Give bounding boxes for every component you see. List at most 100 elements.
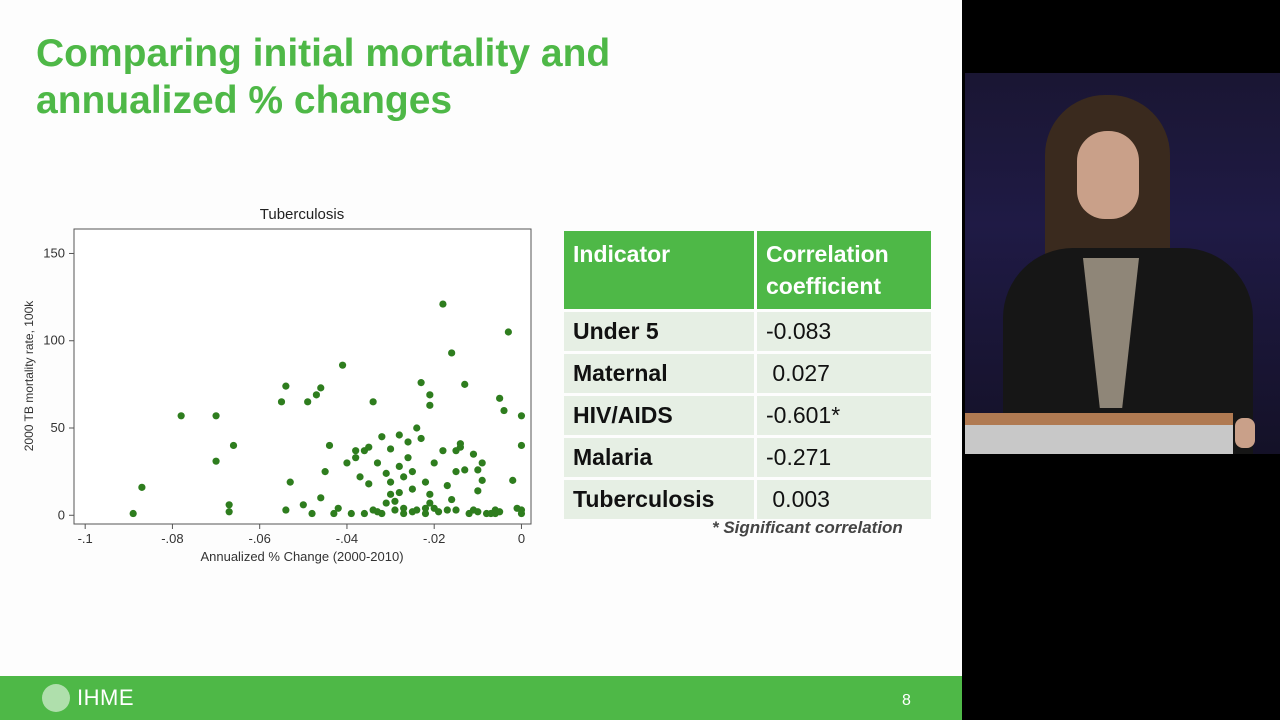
data-point xyxy=(452,506,460,514)
data-point xyxy=(395,488,403,497)
speaker-hand xyxy=(1235,418,1255,448)
plot-area xyxy=(73,228,532,525)
data-point xyxy=(356,473,364,481)
data-point xyxy=(352,454,360,462)
data-point xyxy=(286,478,294,486)
x-axis: -.1 -.08 -.06 -.04 -.02 0 xyxy=(78,524,525,546)
data-point xyxy=(212,457,220,465)
data-point xyxy=(365,443,373,451)
data-point xyxy=(417,434,425,443)
data-point xyxy=(330,509,338,518)
data-point xyxy=(138,483,146,491)
data-point xyxy=(496,394,504,402)
data-point xyxy=(382,469,390,477)
data-point xyxy=(408,485,416,493)
data-point xyxy=(421,509,430,518)
data-point xyxy=(448,495,456,504)
slide-footer: IHME 8 xyxy=(0,676,962,720)
data-point xyxy=(421,504,430,512)
coefficient-cell: -0.271 xyxy=(757,438,931,477)
data-point xyxy=(426,401,434,409)
data-point xyxy=(434,508,443,516)
data-point xyxy=(443,482,451,490)
data-point xyxy=(365,480,373,488)
data-point xyxy=(400,509,408,518)
table-row: Malaria -0.271 xyxy=(564,438,931,477)
data-point xyxy=(312,391,321,399)
y-tick-label: 0 xyxy=(58,507,65,522)
x-tick-label: -.02 xyxy=(423,531,445,546)
x-tick-label: -.06 xyxy=(248,531,270,546)
coefficient-cell: 0.027 xyxy=(757,354,931,393)
data-point xyxy=(282,382,290,390)
data-point xyxy=(404,438,412,446)
indicator-cell: Maternal xyxy=(564,354,757,393)
data-point xyxy=(360,509,368,518)
data-point xyxy=(426,391,434,399)
y-tick-label: 150 xyxy=(43,245,65,260)
coefficient-cell: -0.601* xyxy=(757,396,931,435)
table-row: Under 5 -0.083 xyxy=(564,312,931,351)
speaker-face xyxy=(1077,131,1139,219)
data-point xyxy=(413,424,421,432)
data-point xyxy=(391,506,399,514)
indicator-cell: Under 5 xyxy=(564,312,757,351)
data-point xyxy=(461,380,469,388)
data-point xyxy=(504,328,512,336)
data-point xyxy=(461,466,469,474)
data-point xyxy=(395,462,403,471)
data-point xyxy=(282,506,290,514)
data-point xyxy=(299,501,307,509)
data-point xyxy=(386,478,395,486)
data-point xyxy=(421,478,430,486)
data-point xyxy=(129,509,137,518)
y-axis: 0 50 100 150 xyxy=(43,245,74,522)
data-point xyxy=(452,468,460,476)
data-point xyxy=(229,441,238,450)
ihme-logo-icon xyxy=(42,684,70,712)
indicator-cell: Tuberculosis xyxy=(564,480,757,519)
data-point xyxy=(378,509,386,518)
chart-title: Tuberculosis xyxy=(260,206,344,223)
data-point xyxy=(448,349,456,357)
data-point xyxy=(386,490,395,498)
data-point xyxy=(212,412,220,420)
data-point xyxy=(325,441,334,450)
data-point xyxy=(400,504,408,512)
data-point xyxy=(509,476,517,484)
table-header-row: Indicator Correlation coefficient xyxy=(564,231,931,309)
data-point xyxy=(478,459,486,467)
data-point xyxy=(517,441,526,450)
header-indicator: Indicator xyxy=(564,231,757,309)
data-point xyxy=(439,300,447,308)
data-point xyxy=(378,433,386,441)
data-point xyxy=(469,450,478,458)
data-point xyxy=(500,406,508,415)
data-point xyxy=(474,466,482,474)
data-point xyxy=(517,506,526,514)
data-point xyxy=(343,459,351,467)
data-point xyxy=(517,412,526,420)
data-point xyxy=(321,468,329,476)
indicator-cell: Malaria xyxy=(564,438,757,477)
data-point xyxy=(426,499,434,507)
data-point xyxy=(395,431,403,439)
slide-title-line1: Comparing initial mortality and xyxy=(36,32,611,75)
y-axis-label: 2000 TB mortality rate, 100k xyxy=(22,300,36,452)
data-point xyxy=(474,487,482,495)
data-point xyxy=(386,445,395,453)
table-row: Maternal 0.027 xyxy=(564,354,931,393)
data-point xyxy=(225,508,233,516)
data-point xyxy=(408,468,416,476)
y-tick-label: 100 xyxy=(43,333,65,348)
data-point xyxy=(400,473,408,481)
data-point xyxy=(317,384,325,392)
x-tick-label: 0 xyxy=(518,531,525,546)
data-point xyxy=(413,506,421,514)
data-point xyxy=(177,412,185,420)
data-point xyxy=(443,506,451,514)
data-point xyxy=(317,494,325,502)
speaker-video xyxy=(965,73,1280,454)
y-tick-label: 50 xyxy=(51,420,65,435)
